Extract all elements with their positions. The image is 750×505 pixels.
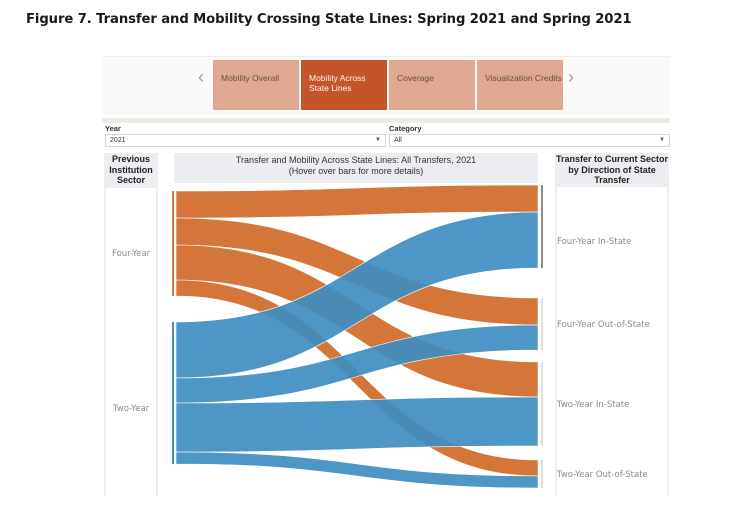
- category-dropdown[interactable]: All ▼: [389, 134, 670, 147]
- chevron-left-icon[interactable]: ‹: [198, 67, 204, 87]
- target-node-two-year-in-state[interactable]: [541, 362, 543, 446]
- chevron-right-icon[interactable]: ›: [568, 67, 574, 87]
- tab-label: Visualization Credits: [485, 73, 562, 83]
- source-label-two-year: Two-Year: [113, 404, 150, 414]
- category-filter-label: Category: [389, 124, 422, 133]
- left-column-panel: [104, 188, 158, 496]
- tab-coverage[interactable]: Coverage: [389, 60, 475, 110]
- chart-header: Transfer and Mobility Across State Lines…: [174, 153, 538, 183]
- right-column-panel: [555, 187, 669, 496]
- target-label-four-year-out-of-state: Four-Year Out-of-State: [557, 320, 650, 330]
- target-label-two-year-in-state: Two-Year In-State: [557, 400, 630, 410]
- target-node-four-year-out-of-state[interactable]: [541, 298, 543, 350]
- chart-title: Transfer and Mobility Across State Lines…: [235, 155, 477, 165]
- tab-label: Coverage: [397, 73, 434, 83]
- sankey-flow-two-year-to-two-year-in-state[interactable]: [175, 396, 539, 453]
- target-node-two-year-out-of-state[interactable]: [541, 460, 543, 488]
- filter-divider: [102, 118, 670, 123]
- target-node-four-year-in-state[interactable]: [541, 185, 543, 268]
- left-column-header: Previous Institution Sector: [104, 153, 158, 189]
- tab-label: Mobility Overall: [221, 73, 280, 83]
- sankey-flow-four-year-to-four-year-in-state[interactable]: [175, 184, 539, 219]
- sankey-flow-two-year-to-four-year-in-state[interactable]: [175, 211, 539, 379]
- story-navigation: ‹ Mobility Overall Mobility Across State…: [102, 56, 670, 115]
- target-label-four-year-in-state: Four-Year In-State: [557, 237, 632, 247]
- sankey-flow-two-year-to-four-year-out-of-state[interactable]: [175, 324, 539, 404]
- source-label-four-year: Four-Year: [112, 249, 151, 259]
- category-value: All: [394, 137, 402, 144]
- year-filter-label: Year: [105, 124, 121, 133]
- chevron-down-icon: ▼: [659, 137, 665, 143]
- target-label-two-year-out-of-state: Two-Year Out-of-State: [557, 470, 648, 480]
- tab-label: Mobility Across State Lines: [309, 73, 366, 93]
- year-value: 2021: [110, 137, 126, 144]
- tab-mobility-overall[interactable]: Mobility Overall: [213, 60, 299, 110]
- source-node-four-year[interactable]: [172, 191, 174, 296]
- sankey-chart: [172, 184, 543, 489]
- chart-subtitle: (Hover over bars for more details): [288, 166, 424, 176]
- tab-visualization-credits[interactable]: Visualization Credits: [477, 60, 563, 110]
- year-dropdown[interactable]: 2021 ▼: [105, 134, 386, 147]
- source-node-two-year[interactable]: [172, 322, 174, 464]
- right-column-header: Transfer to Current Sector by Direction …: [555, 153, 669, 188]
- chevron-down-icon: ▼: [375, 137, 381, 143]
- figure-title: Figure 7. Transfer and Mobility Crossing…: [26, 12, 632, 27]
- dashboard: ‹ Mobility Overall Mobility Across State…: [102, 56, 670, 496]
- sankey-flow-two-year-to-two-year-out-of-state[interactable]: [175, 451, 539, 489]
- tab-mobility-across-state-lines[interactable]: Mobility Across State Lines: [301, 60, 387, 110]
